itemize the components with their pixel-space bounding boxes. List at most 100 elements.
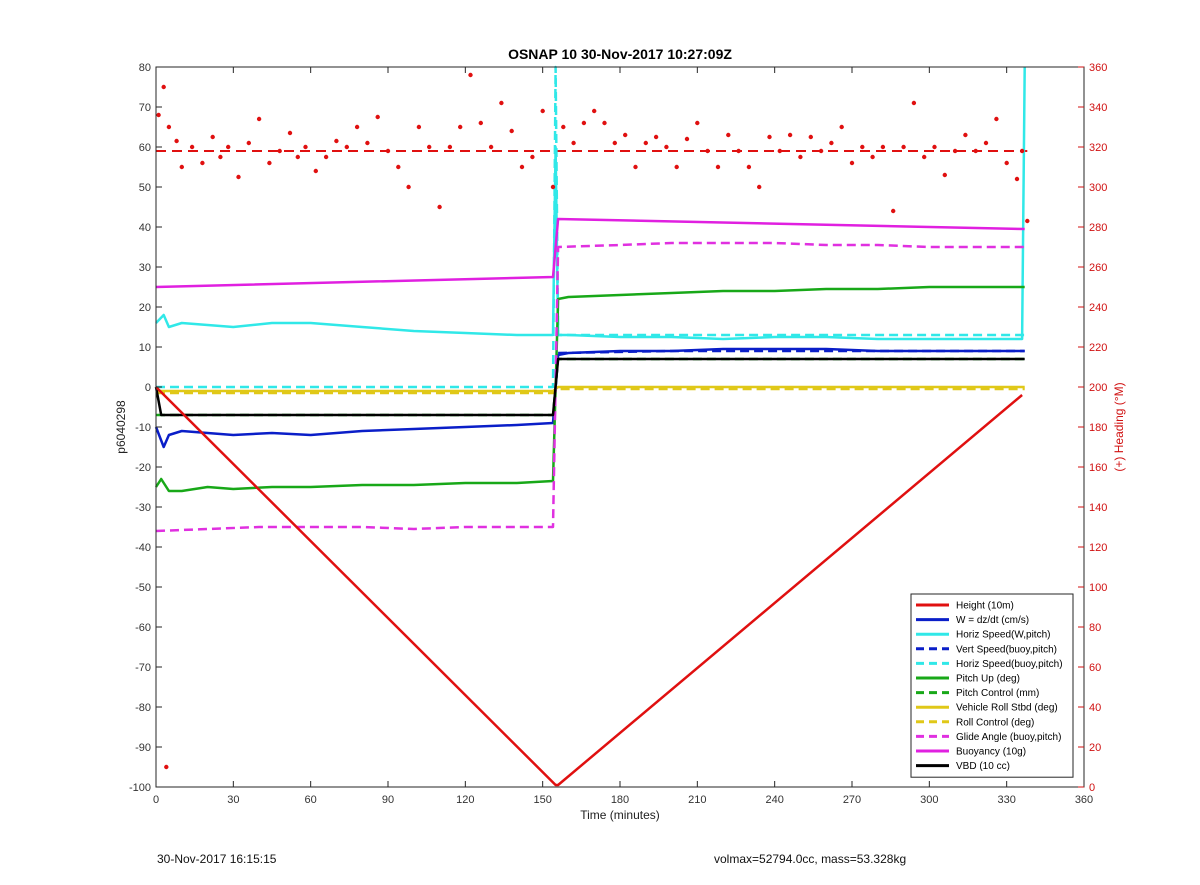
x-tick-label: 270	[843, 794, 861, 806]
heading-point	[161, 84, 166, 90]
y-tick-label: 10	[139, 342, 151, 354]
y-right-tick-label: 40	[1089, 702, 1101, 714]
legend-entry: Vehicle Roll Stbd (deg)	[956, 703, 1058, 714]
heading-point	[295, 154, 300, 160]
x-tick-label: 60	[305, 794, 317, 806]
series-line-horiz-speed-w-pitch	[155, 66, 1026, 341]
y-tick-label: 30	[139, 262, 151, 274]
x-tick-label: 90	[382, 794, 394, 806]
heading-point	[540, 108, 545, 114]
heading-point	[602, 120, 607, 126]
heading-point	[757, 184, 762, 190]
heading-point	[468, 72, 473, 78]
y-right-tick-label: 100	[1089, 582, 1107, 594]
y-tick-label: 60	[139, 142, 151, 154]
y-right-tick-label: 180	[1089, 422, 1107, 434]
heading-point	[323, 154, 329, 160]
y-right-tick-label: 160	[1089, 462, 1107, 474]
heading-point	[236, 174, 241, 180]
heading-point	[385, 148, 391, 154]
heading-point	[922, 154, 927, 160]
legend-entry: Vert Speed(buoy,pitch)	[956, 644, 1057, 655]
chart-title: OSNAP 10 30-Nov-2017 10:27:09Z	[508, 46, 732, 62]
y-axis-label: p6040298	[114, 400, 128, 454]
legend-entry: Horiz Speed(buoy,pitch)	[956, 659, 1063, 670]
heading-point	[303, 144, 308, 150]
y-right-tick-label: 140	[1089, 502, 1107, 514]
heading-point	[1025, 218, 1030, 224]
heading-point	[963, 132, 968, 138]
legend-entry: Pitch Control (mm)	[956, 688, 1039, 699]
y-tick-label: 0	[145, 382, 151, 394]
heading-point	[334, 138, 339, 144]
heading-point	[942, 172, 947, 178]
y-tick-label: -60	[135, 622, 151, 634]
x-tick-label: 30	[227, 794, 239, 806]
y-right-tick-label: 360	[1089, 62, 1107, 74]
heading-point	[612, 140, 617, 146]
heading-point	[746, 164, 752, 170]
heading-point	[695, 120, 700, 126]
heading-point	[777, 148, 782, 154]
heading-point	[829, 140, 834, 146]
x-tick-label: 330	[997, 794, 1015, 806]
x-tick-label: 210	[688, 794, 706, 806]
heading-point	[478, 120, 483, 126]
y-tick-label: 40	[139, 222, 151, 234]
y-right-tick-label: 120	[1089, 542, 1107, 554]
heading-point	[973, 148, 978, 154]
legend-box	[910, 593, 1074, 778]
heading-point	[519, 164, 525, 170]
heading-point	[818, 148, 824, 154]
legend-entry: Pitch Up (deg)	[956, 674, 1020, 685]
heading-point	[705, 148, 710, 154]
heading-point	[447, 144, 453, 150]
legend-entry: Height (10m)	[956, 601, 1014, 612]
heading-point	[416, 124, 422, 130]
heading-point	[643, 140, 648, 146]
legend-entry: Horiz Speed(W,pitch)	[956, 630, 1050, 641]
x-tick-label: 180	[611, 794, 629, 806]
legend-entry: Roll Control (deg)	[956, 717, 1034, 728]
heading-point	[164, 764, 169, 770]
y-tick-label: -80	[135, 702, 151, 714]
heading-point	[156, 112, 161, 118]
y-right-tick-label: 340	[1089, 102, 1107, 114]
series-line-w-dz-dt-cm-s	[154, 347, 1025, 449]
heading-point	[561, 124, 566, 130]
y-tick-label: -30	[135, 502, 151, 514]
heading-point	[179, 164, 184, 170]
heading-point	[218, 154, 223, 160]
plot-area	[154, 65, 1030, 787]
heading-point	[189, 144, 195, 150]
heading-point	[226, 144, 231, 150]
series-line-glide-angle-buoy-pitch	[155, 241, 1025, 533]
heading-point	[880, 144, 886, 150]
heading-point	[437, 204, 442, 210]
y-axis-right-label: (+) Heading (°M)	[1112, 382, 1126, 471]
heading-point	[246, 140, 251, 146]
heading-point	[932, 144, 937, 150]
heading-point	[808, 134, 813, 140]
x-tick-label: 0	[153, 794, 159, 806]
y-right-tick-label: 280	[1089, 222, 1107, 234]
heading-point	[911, 100, 917, 106]
heading-point	[267, 160, 272, 166]
y-right-tick-label: 20	[1089, 742, 1101, 754]
heading-point	[406, 184, 411, 190]
heading-point	[952, 148, 958, 154]
x-tick-label: 300	[920, 794, 938, 806]
series-line-height-10m	[155, 386, 1023, 787]
y-tick-label: -70	[135, 662, 151, 674]
legend-entry: VBD (10 cc)	[956, 761, 1010, 772]
heading-point	[767, 134, 772, 140]
heading-point	[674, 164, 679, 170]
heading-point	[664, 144, 669, 150]
heading-point	[499, 100, 504, 106]
y-tick-label: 80	[139, 62, 151, 74]
y-tick-label: -40	[135, 542, 151, 554]
heading-point	[1004, 160, 1009, 166]
y-right-tick-label: 320	[1089, 142, 1107, 154]
y-right-tick-label: 0	[1089, 782, 1095, 794]
heading-point	[1014, 176, 1020, 182]
